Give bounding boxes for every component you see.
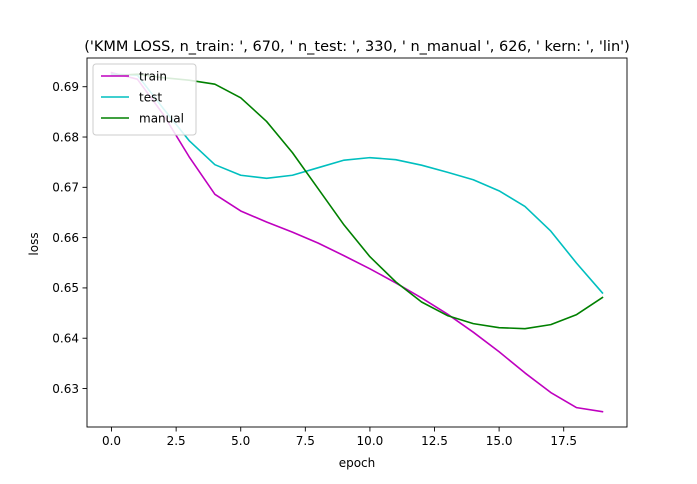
y-tick-label: 0.66 (52, 231, 79, 245)
x-tick-label: 2.5 (167, 434, 186, 448)
chart-title: ('KMM LOSS, n_train: ', 670, ' n_test: '… (84, 39, 630, 55)
axes: 0.0 2.5 5.0 7.5 10.0 12.5 15.0 17.5 0.63 0.64 0.65… (52, 57, 628, 448)
y-tick-label: 0.63 (52, 382, 79, 396)
legend: train test manual (92, 63, 197, 136)
legend-label-train: train (139, 69, 167, 83)
series-line-test (110, 73, 604, 295)
y-tick-label: 0.65 (52, 281, 79, 295)
x-tick-label: 15.0 (486, 434, 513, 448)
axes-frame (86, 57, 628, 428)
x-tick-label: 12.5 (421, 434, 448, 448)
y-axis-label: loss (27, 232, 41, 255)
x-tick-label: 7.5 (296, 434, 315, 448)
y-tick-label: 0.69 (52, 80, 79, 94)
series-line-train (110, 71, 604, 413)
y-tick-label: 0.64 (52, 332, 79, 346)
x-tick-label: 5.0 (231, 434, 250, 448)
x-tick-label: 17.5 (550, 434, 577, 448)
x-tick-label: 10.0 (357, 434, 384, 448)
legend-label-test: test (139, 90, 162, 104)
x-tick-label: 0.0 (102, 434, 121, 448)
y-tick-label: 0.68 (52, 130, 79, 144)
legend-label-manual: manual (139, 111, 184, 125)
x-axis-label: epoch (339, 456, 376, 470)
y-tick-label: 0.67 (52, 181, 79, 195)
